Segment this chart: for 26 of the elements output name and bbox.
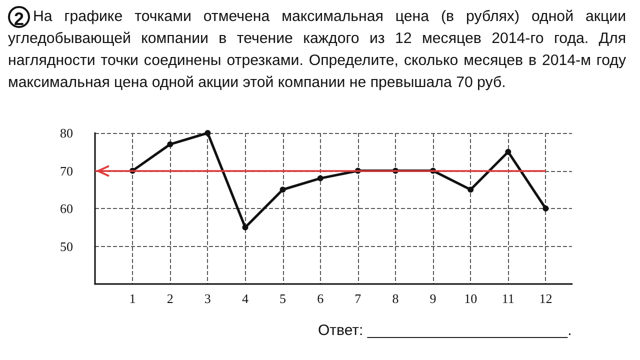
x-tick-label: 9 <box>430 291 436 306</box>
point <box>505 148 512 155</box>
point <box>468 186 474 193</box>
y-tick-label: 80 <box>60 126 73 140</box>
y-tick-label: 50 <box>60 238 73 254</box>
x-tick-label: 11 <box>502 291 514 306</box>
point <box>542 206 549 212</box>
x-tick-label: 4 <box>242 291 249 306</box>
point <box>204 130 211 136</box>
text: 2 <box>8 6 30 30</box>
y-tick-label: 60 <box>60 201 73 216</box>
y-tick-label: 70 <box>60 163 73 178</box>
x-tick-label: 6 <box>317 291 324 306</box>
point <box>242 224 248 230</box>
point <box>280 186 286 193</box>
x-tick-label: 7 <box>354 291 362 306</box>
text: Ответ: ________________________. <box>318 322 572 339</box>
x-tick-label: 3 <box>204 291 211 306</box>
x-tick-label: 10 <box>464 291 478 306</box>
point <box>167 141 174 148</box>
x-tick-label: 1 <box>129 291 136 306</box>
point <box>317 175 324 182</box>
x-tick-label: 2 <box>166 291 174 306</box>
x-tick-label: 12 <box>539 291 552 306</box>
x-tick-label: 8 <box>392 291 399 306</box>
x-tick-label: 5 <box>280 291 286 306</box>
